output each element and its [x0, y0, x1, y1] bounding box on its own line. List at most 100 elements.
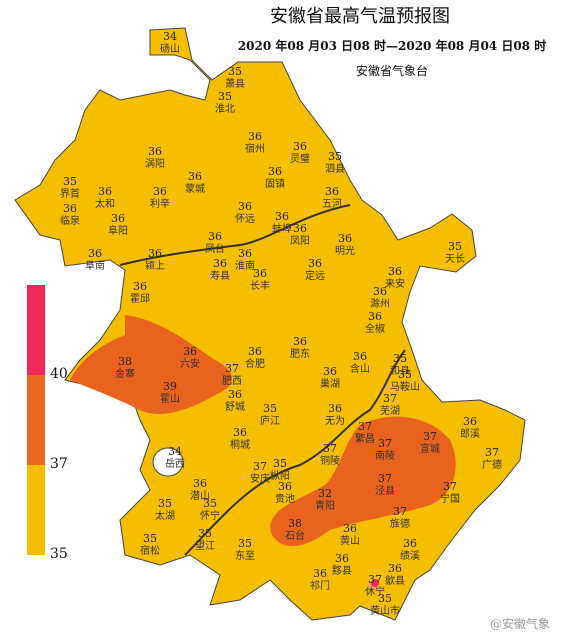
zone-37-40-west	[70, 315, 232, 415]
station-name: 来安	[385, 277, 405, 290]
station-temp: 35	[218, 90, 232, 103]
station-temp: 35	[378, 592, 392, 605]
station-temp: 36	[275, 210, 289, 223]
station-temp: 35	[228, 65, 242, 78]
legend-label: 40	[50, 366, 68, 382]
station-name: 临泉	[60, 214, 80, 227]
station-name: 固镇	[265, 177, 285, 190]
station-temp: 36	[188, 170, 202, 183]
station-name: 阜南	[85, 259, 105, 272]
station-name: 霍山	[160, 393, 180, 405]
station-name: 淮北	[215, 103, 235, 115]
station-temp: 36	[403, 537, 417, 550]
time-range: 2020 年08 月03 日08 时—2020 年08 月04 日08 时	[238, 38, 546, 53]
station-temp: 36	[353, 350, 367, 363]
station-temp: 35	[198, 527, 212, 540]
station-temp: 35	[263, 402, 277, 415]
station-temp: 37	[323, 442, 337, 455]
station-temp: 38	[118, 355, 132, 368]
watermark: @安徽气象	[490, 616, 550, 631]
legend-swatch-37	[27, 375, 45, 465]
station-name: 歙县	[385, 574, 405, 587]
station-name: 休宁	[365, 585, 385, 598]
station-name: 潜山	[190, 489, 210, 502]
station-temp: 36	[248, 130, 262, 143]
station-temp: 36	[253, 267, 267, 280]
station-name: 天长	[445, 253, 465, 265]
station-name: 凤阳	[290, 235, 310, 247]
station-name: 砀山	[160, 43, 180, 55]
title: 安徽省最高气温预报图	[270, 6, 450, 27]
station-temp: 36	[133, 280, 147, 293]
station-temp: 35	[203, 497, 217, 510]
station-name: 六安	[180, 357, 200, 370]
station-name: 无为	[325, 415, 345, 427]
river-huai	[119, 204, 351, 266]
station-temp: 36	[148, 247, 162, 260]
station-name: 肥西	[222, 375, 242, 387]
station-temp: 36	[208, 230, 222, 243]
station-temp: 38	[288, 517, 302, 530]
station-name: 旌德	[390, 517, 410, 530]
station-name: 含山	[350, 362, 370, 375]
station-name: 泾县	[375, 484, 395, 497]
station-temp: 37	[358, 420, 372, 433]
station-name: 肥东	[290, 347, 310, 360]
station-temp: 36	[293, 335, 307, 348]
station-temp: 36	[328, 402, 342, 415]
station-temp: 36	[183, 345, 197, 358]
legend-swatch-40	[27, 285, 45, 375]
station-name: 桐城	[230, 438, 250, 451]
station-name: 阜阳	[108, 224, 128, 237]
station-name: 贵池	[275, 492, 295, 505]
station-temp: 36	[335, 552, 349, 565]
legend-label: 37	[50, 456, 68, 472]
station-name: 绩溪	[400, 549, 420, 562]
station-temp: 37	[368, 573, 382, 586]
station-name: 石台	[285, 529, 305, 542]
station-name: 舒城	[225, 400, 245, 413]
station-temp: 37	[383, 392, 397, 405]
station-name: 铜陵	[320, 455, 340, 467]
station-temp: 36	[343, 522, 357, 535]
station-name: 祁门	[310, 579, 330, 592]
station-temp: 37	[378, 472, 392, 485]
station-name: 黄山	[340, 534, 360, 547]
station-temp: 35	[393, 352, 407, 365]
station-temp: 35	[328, 150, 342, 163]
station-temp: 37	[378, 437, 392, 450]
station-temp: 37	[485, 446, 499, 459]
station-name: 凤台	[205, 242, 225, 255]
station-temp: 36	[313, 567, 327, 580]
station-temp: 36	[368, 310, 382, 323]
station-name: 黄山市	[370, 604, 400, 617]
station-name: 寿县	[210, 269, 230, 282]
station-temp: 36	[388, 265, 402, 278]
station-name: 蒙城	[185, 182, 205, 195]
station-name: 萧县	[225, 78, 245, 90]
station-name: 青阳	[315, 499, 335, 512]
station-name: 灵璧	[290, 152, 310, 165]
station-name: 枞阳	[270, 469, 290, 482]
station-temp: 36	[148, 145, 162, 158]
station-temp: 37	[423, 430, 437, 443]
station-name: 利辛	[150, 197, 170, 210]
station-name: 芜湖	[380, 404, 400, 417]
station-name: 泗县	[325, 163, 345, 175]
station-name: 界首	[60, 187, 80, 200]
station-name: 广德	[482, 458, 502, 471]
legend-label: 35	[50, 546, 68, 562]
station-temp: 36	[63, 202, 77, 215]
station-name: 全椒	[365, 322, 385, 335]
station-temp: 36	[268, 165, 282, 178]
station-temp: 36	[233, 426, 247, 439]
station-name: 安庆	[250, 472, 270, 485]
station-temp: 36	[248, 345, 262, 358]
station-name: 五河	[322, 198, 342, 210]
station-temp: 37	[253, 460, 267, 473]
station-temp: 36	[153, 185, 167, 198]
station-temp: 37	[443, 480, 457, 493]
